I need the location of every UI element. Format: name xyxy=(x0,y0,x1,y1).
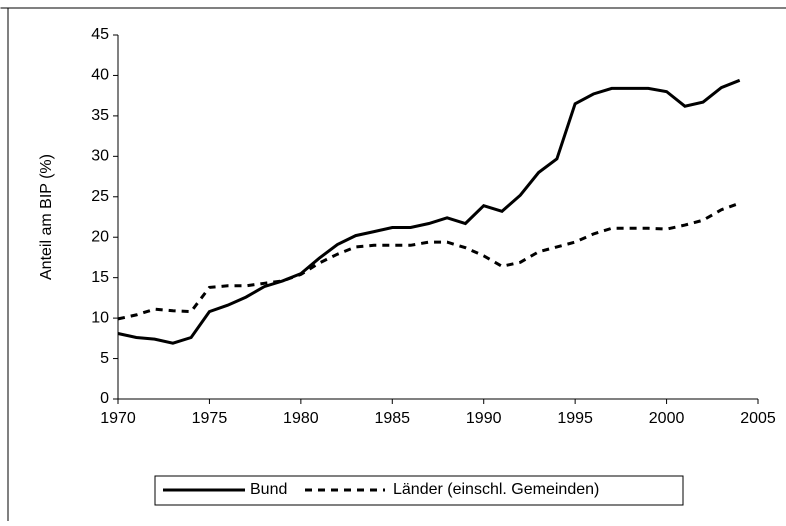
legend-box xyxy=(154,475,684,506)
y-tick-label: 25 xyxy=(91,188,109,205)
x-tick-label: 1985 xyxy=(374,410,410,427)
y-tick-label: 10 xyxy=(91,309,109,326)
x-tick-label: 1990 xyxy=(466,410,502,427)
series-line xyxy=(117,201,741,321)
y-tick-label: 0 xyxy=(100,390,109,407)
x-tick-label: 2005 xyxy=(740,410,776,427)
x-tick-label: 1975 xyxy=(192,410,228,427)
y-tick-label: 15 xyxy=(91,269,109,286)
y-tick-label: 40 xyxy=(91,67,109,84)
y-tick-label: 30 xyxy=(91,148,109,165)
legend-label: Länder (einschl. Gemeinden) xyxy=(393,481,599,498)
y-tick-label: 20 xyxy=(91,228,109,245)
y-tick-label: 45 xyxy=(91,26,109,43)
series-line xyxy=(117,78,741,345)
y-tick-label: 5 xyxy=(100,350,109,367)
x-tick-label: 2000 xyxy=(649,410,685,427)
x-tick-label: 1995 xyxy=(557,410,593,427)
x-tick-label: 1970 xyxy=(100,410,136,427)
y-tick-label: 35 xyxy=(91,107,109,124)
legend-label: Bund xyxy=(250,481,287,498)
x-tick-label: 1980 xyxy=(283,410,319,427)
y-axis-label: Anteil am BIP (%) xyxy=(38,154,55,280)
